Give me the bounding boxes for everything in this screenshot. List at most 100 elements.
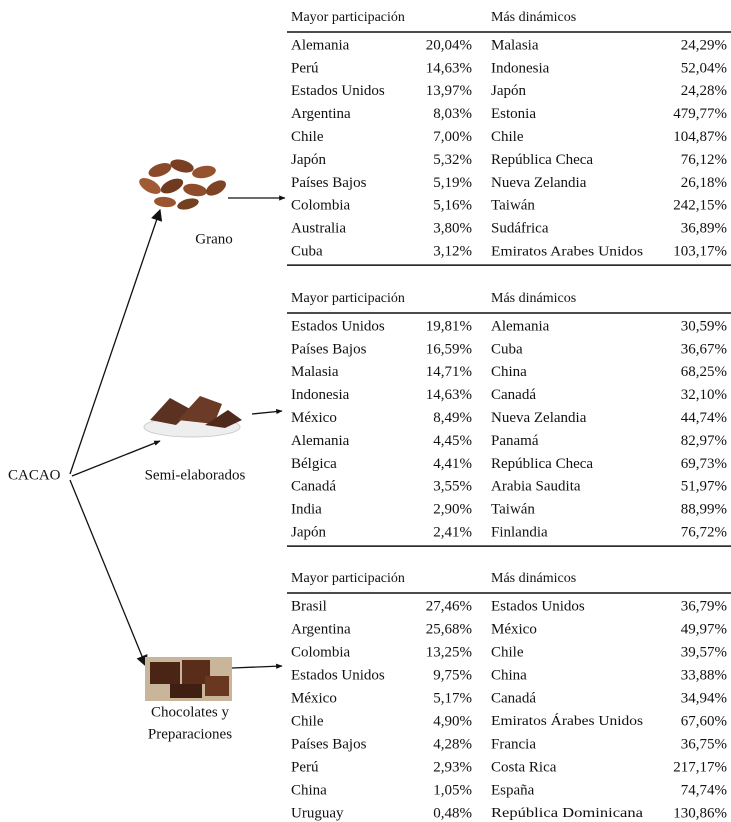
growth: 217,17% bbox=[673, 759, 727, 775]
country: Finlandia bbox=[491, 525, 548, 541]
root-label: CACAO bbox=[8, 467, 61, 483]
country: Perú bbox=[291, 60, 319, 76]
growth: 88,99% bbox=[681, 502, 727, 518]
country: México bbox=[291, 690, 337, 706]
growth: 44,74% bbox=[681, 410, 727, 426]
country: Colombia bbox=[291, 644, 351, 660]
diagram: CACAO Grano Mayor participación Más dinámi… bbox=[0, 0, 731, 822]
country: España bbox=[491, 782, 535, 798]
country: Malasia bbox=[291, 364, 339, 380]
country: Chile bbox=[291, 129, 324, 145]
share: 27,46% bbox=[426, 598, 472, 614]
growth: 74,74% bbox=[681, 782, 727, 798]
share: 9,75% bbox=[433, 667, 472, 683]
share: 14,63% bbox=[426, 387, 472, 403]
country: Estados Unidos bbox=[291, 83, 385, 99]
share: 25,68% bbox=[426, 621, 472, 637]
category-label: Preparaciones bbox=[148, 726, 232, 742]
share: 3,80% bbox=[433, 221, 472, 237]
share: 14,71% bbox=[426, 364, 472, 380]
growth: 36,89% bbox=[681, 221, 727, 237]
country: Perú bbox=[291, 759, 319, 775]
country: Taiwán bbox=[491, 198, 535, 214]
country: México bbox=[291, 410, 337, 426]
growth: 242,15% bbox=[673, 198, 727, 214]
country: Chile bbox=[491, 129, 524, 145]
country: Japón bbox=[491, 83, 526, 99]
share: 13,97% bbox=[426, 83, 472, 99]
country: Costa Rica bbox=[491, 759, 557, 775]
country: Canadá bbox=[491, 387, 536, 403]
country: India bbox=[291, 502, 322, 518]
share: 5,16% bbox=[433, 198, 472, 214]
share: 2,93% bbox=[433, 759, 472, 775]
growth: 33,88% bbox=[681, 667, 727, 683]
country: Nueva Zelandia bbox=[491, 175, 587, 191]
country: Indonesia bbox=[491, 60, 550, 76]
category-label: Grano bbox=[195, 231, 233, 247]
share: 4,45% bbox=[433, 433, 472, 449]
country: Países Bajos bbox=[291, 341, 367, 357]
share: 5,19% bbox=[433, 175, 472, 191]
country: Nueva Zelandia bbox=[491, 410, 587, 426]
growth: 130,86% bbox=[673, 805, 727, 821]
country: Argentina bbox=[291, 621, 351, 637]
growth: 82,97% bbox=[681, 433, 727, 449]
column-header: Más dinámicos bbox=[491, 10, 576, 25]
share: 8,03% bbox=[433, 106, 472, 122]
growth: 39,57% bbox=[681, 644, 727, 660]
country: Sudáfrica bbox=[491, 221, 549, 237]
share: 5,32% bbox=[433, 152, 472, 168]
chocolate-image bbox=[145, 657, 232, 701]
country: Malasia bbox=[491, 37, 539, 53]
semi-elaborated-image bbox=[144, 396, 242, 437]
country: Indonesia bbox=[291, 387, 350, 403]
share: 3,12% bbox=[433, 244, 472, 260]
country: Panamá bbox=[491, 433, 539, 449]
share: 1,05% bbox=[433, 782, 472, 798]
country: Estados Unidos bbox=[491, 598, 585, 614]
country: Estonia bbox=[491, 106, 536, 122]
share: 8,49% bbox=[433, 410, 472, 426]
share: 2,41% bbox=[433, 525, 472, 541]
share: 4,41% bbox=[433, 456, 472, 472]
country: República Checa bbox=[491, 456, 593, 472]
country: Japón bbox=[291, 525, 326, 541]
growth: 32,10% bbox=[681, 387, 727, 403]
growth: 69,73% bbox=[681, 456, 727, 472]
country: República Checa bbox=[491, 152, 593, 168]
growth: 104,87% bbox=[673, 129, 727, 145]
country: Uruguay bbox=[291, 805, 344, 821]
country: Australia bbox=[291, 221, 346, 237]
country: Emiratos Arabes Unidos bbox=[491, 244, 643, 259]
growth: 68,25% bbox=[681, 364, 727, 380]
growth: 76,72% bbox=[681, 525, 727, 541]
country: Emiratos Árabes Unidos bbox=[491, 712, 643, 729]
column-header: Mayor participación bbox=[291, 291, 405, 306]
country: Argentina bbox=[291, 106, 351, 122]
country: Bélgica bbox=[291, 456, 337, 472]
share: 13,25% bbox=[426, 644, 472, 660]
country: Alemania bbox=[291, 433, 350, 449]
category-label: Semi-elaborados bbox=[145, 467, 246, 483]
share: 20,04% bbox=[426, 37, 472, 53]
share: 7,00% bbox=[433, 129, 472, 145]
country: Chile bbox=[291, 713, 324, 729]
column-header: Mayor participación bbox=[291, 10, 405, 25]
growth: 103,17% bbox=[673, 244, 727, 260]
share: 4,28% bbox=[433, 736, 472, 752]
growth: 36,67% bbox=[681, 341, 727, 357]
column-header: Mayor participación bbox=[291, 571, 405, 586]
country: China bbox=[491, 667, 527, 683]
growth: 30,59% bbox=[681, 318, 727, 334]
country: Canadá bbox=[291, 479, 336, 495]
share: 2,90% bbox=[433, 502, 472, 518]
country: Taiwán bbox=[491, 502, 535, 518]
country: Países Bajos bbox=[291, 736, 367, 752]
country: Japón bbox=[291, 152, 326, 168]
growth: 479,77% bbox=[673, 106, 727, 122]
growth: 24,28% bbox=[681, 83, 727, 99]
category-label: Chocolates y bbox=[151, 704, 229, 720]
growth: 67,60% bbox=[681, 713, 727, 729]
column-header: Más dinámicos bbox=[491, 571, 576, 586]
